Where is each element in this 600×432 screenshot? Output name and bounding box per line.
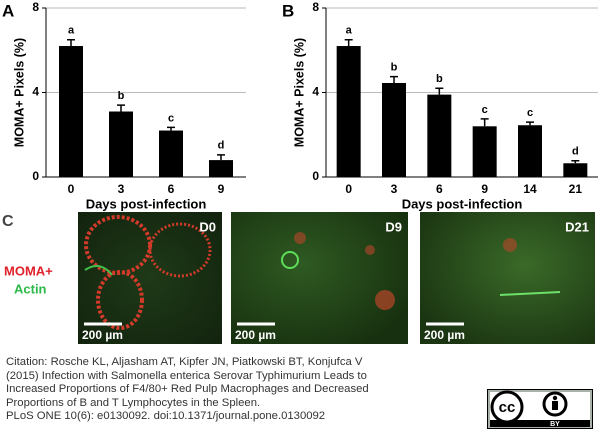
x-tick-label: 9 bbox=[218, 182, 225, 196]
y-tick-label: 8 bbox=[312, 0, 319, 14]
x-tick-label: 9 bbox=[481, 182, 488, 196]
citation-line: Proportions of B and T Lymphocytes in th… bbox=[6, 396, 261, 409]
scale-label: 200 µm bbox=[82, 328, 123, 342]
error-bar bbox=[344, 38, 353, 47]
panel-label: C bbox=[2, 213, 14, 230]
license-badge: cc BY bbox=[487, 389, 593, 429]
bar bbox=[518, 125, 542, 177]
y-axis-title: MOMA+ Pixels (%) bbox=[12, 38, 26, 147]
error-bar bbox=[480, 118, 489, 127]
figure: C MOMA+ Actin D0 D9 D21 200 µm 200 µm 20… bbox=[2, 0, 598, 344]
micrograph bbox=[231, 212, 408, 344]
citation-line: Increased Proportions of F4/80+ Red Pulp… bbox=[6, 383, 369, 396]
bar bbox=[59, 46, 83, 178]
y-axis-title: MOMA+ Pixels (%) bbox=[292, 38, 306, 147]
panel-label: A bbox=[2, 1, 14, 20]
x-tick-label: 21 bbox=[569, 182, 583, 196]
citation-line: Citation: Rosche KL, Aljasham AT, Kipfer… bbox=[6, 356, 363, 368]
y-tick-label: 8 bbox=[32, 0, 39, 14]
error-bar bbox=[167, 126, 175, 131]
significance-label: d bbox=[572, 146, 579, 158]
bar bbox=[209, 160, 233, 177]
x-tick-label: 6 bbox=[168, 182, 175, 196]
significance-label: d bbox=[218, 140, 225, 152]
error-bar bbox=[390, 75, 398, 83]
stain-label: MOMA+ bbox=[4, 263, 53, 278]
significance-label: a bbox=[68, 25, 75, 37]
micrograph bbox=[78, 212, 222, 344]
cc-mark: cc bbox=[499, 399, 516, 416]
error-bar bbox=[526, 121, 534, 126]
significance-label: b bbox=[436, 73, 443, 85]
y-tick-label: 4 bbox=[312, 85, 319, 99]
bar bbox=[472, 126, 497, 177]
y-tick-label: 0 bbox=[32, 169, 39, 183]
citation: Citation: Rosche KL, Aljasham AT, Kipfer… bbox=[6, 356, 369, 424]
significance-label: b bbox=[391, 62, 398, 74]
bar bbox=[336, 46, 361, 178]
citation-line: (2015) Infection with Salmonella enteric… bbox=[6, 369, 367, 382]
error-bar bbox=[435, 87, 444, 95]
x-tick-label: 3 bbox=[391, 182, 398, 196]
x-tick-label: 6 bbox=[436, 182, 443, 196]
significance-label: c bbox=[527, 107, 533, 119]
scale-label: 200 µm bbox=[424, 328, 465, 342]
x-tick-label: 0 bbox=[68, 182, 75, 196]
error-bar bbox=[217, 154, 225, 161]
bar bbox=[159, 130, 183, 177]
error-bar bbox=[67, 38, 75, 47]
stain-label: Actin bbox=[14, 281, 47, 296]
image-label: D21 bbox=[565, 219, 589, 234]
bar bbox=[427, 94, 452, 177]
significance-label: c bbox=[482, 104, 488, 116]
error-bar bbox=[571, 159, 580, 164]
significance-label: b bbox=[118, 90, 125, 102]
citation-line: PLoS ONE 10(6): e0130092. doi:10.1371/jo… bbox=[6, 410, 326, 423]
x-tick-label: 14 bbox=[523, 182, 537, 196]
y-tick-label: 4 bbox=[32, 85, 39, 99]
bar bbox=[563, 163, 588, 177]
bar bbox=[382, 82, 406, 177]
panel-label: B bbox=[282, 1, 294, 20]
x-tick-label: 0 bbox=[345, 182, 352, 196]
micrograph bbox=[420, 212, 595, 344]
image-label: D9 bbox=[385, 219, 402, 234]
image-label: D0 bbox=[199, 219, 216, 234]
significance-label: a bbox=[346, 25, 353, 37]
bar bbox=[109, 111, 133, 177]
significance-label: c bbox=[168, 112, 174, 124]
scale-label: 200 µm bbox=[235, 328, 276, 342]
y-tick-label: 0 bbox=[312, 169, 319, 183]
x-axis-title: Days post-infection bbox=[402, 196, 523, 211]
by-mark: BY bbox=[550, 421, 560, 428]
x-tick-label: 3 bbox=[118, 182, 125, 196]
x-axis-title: Days post-infection bbox=[86, 196, 207, 211]
error-bar bbox=[117, 104, 125, 112]
